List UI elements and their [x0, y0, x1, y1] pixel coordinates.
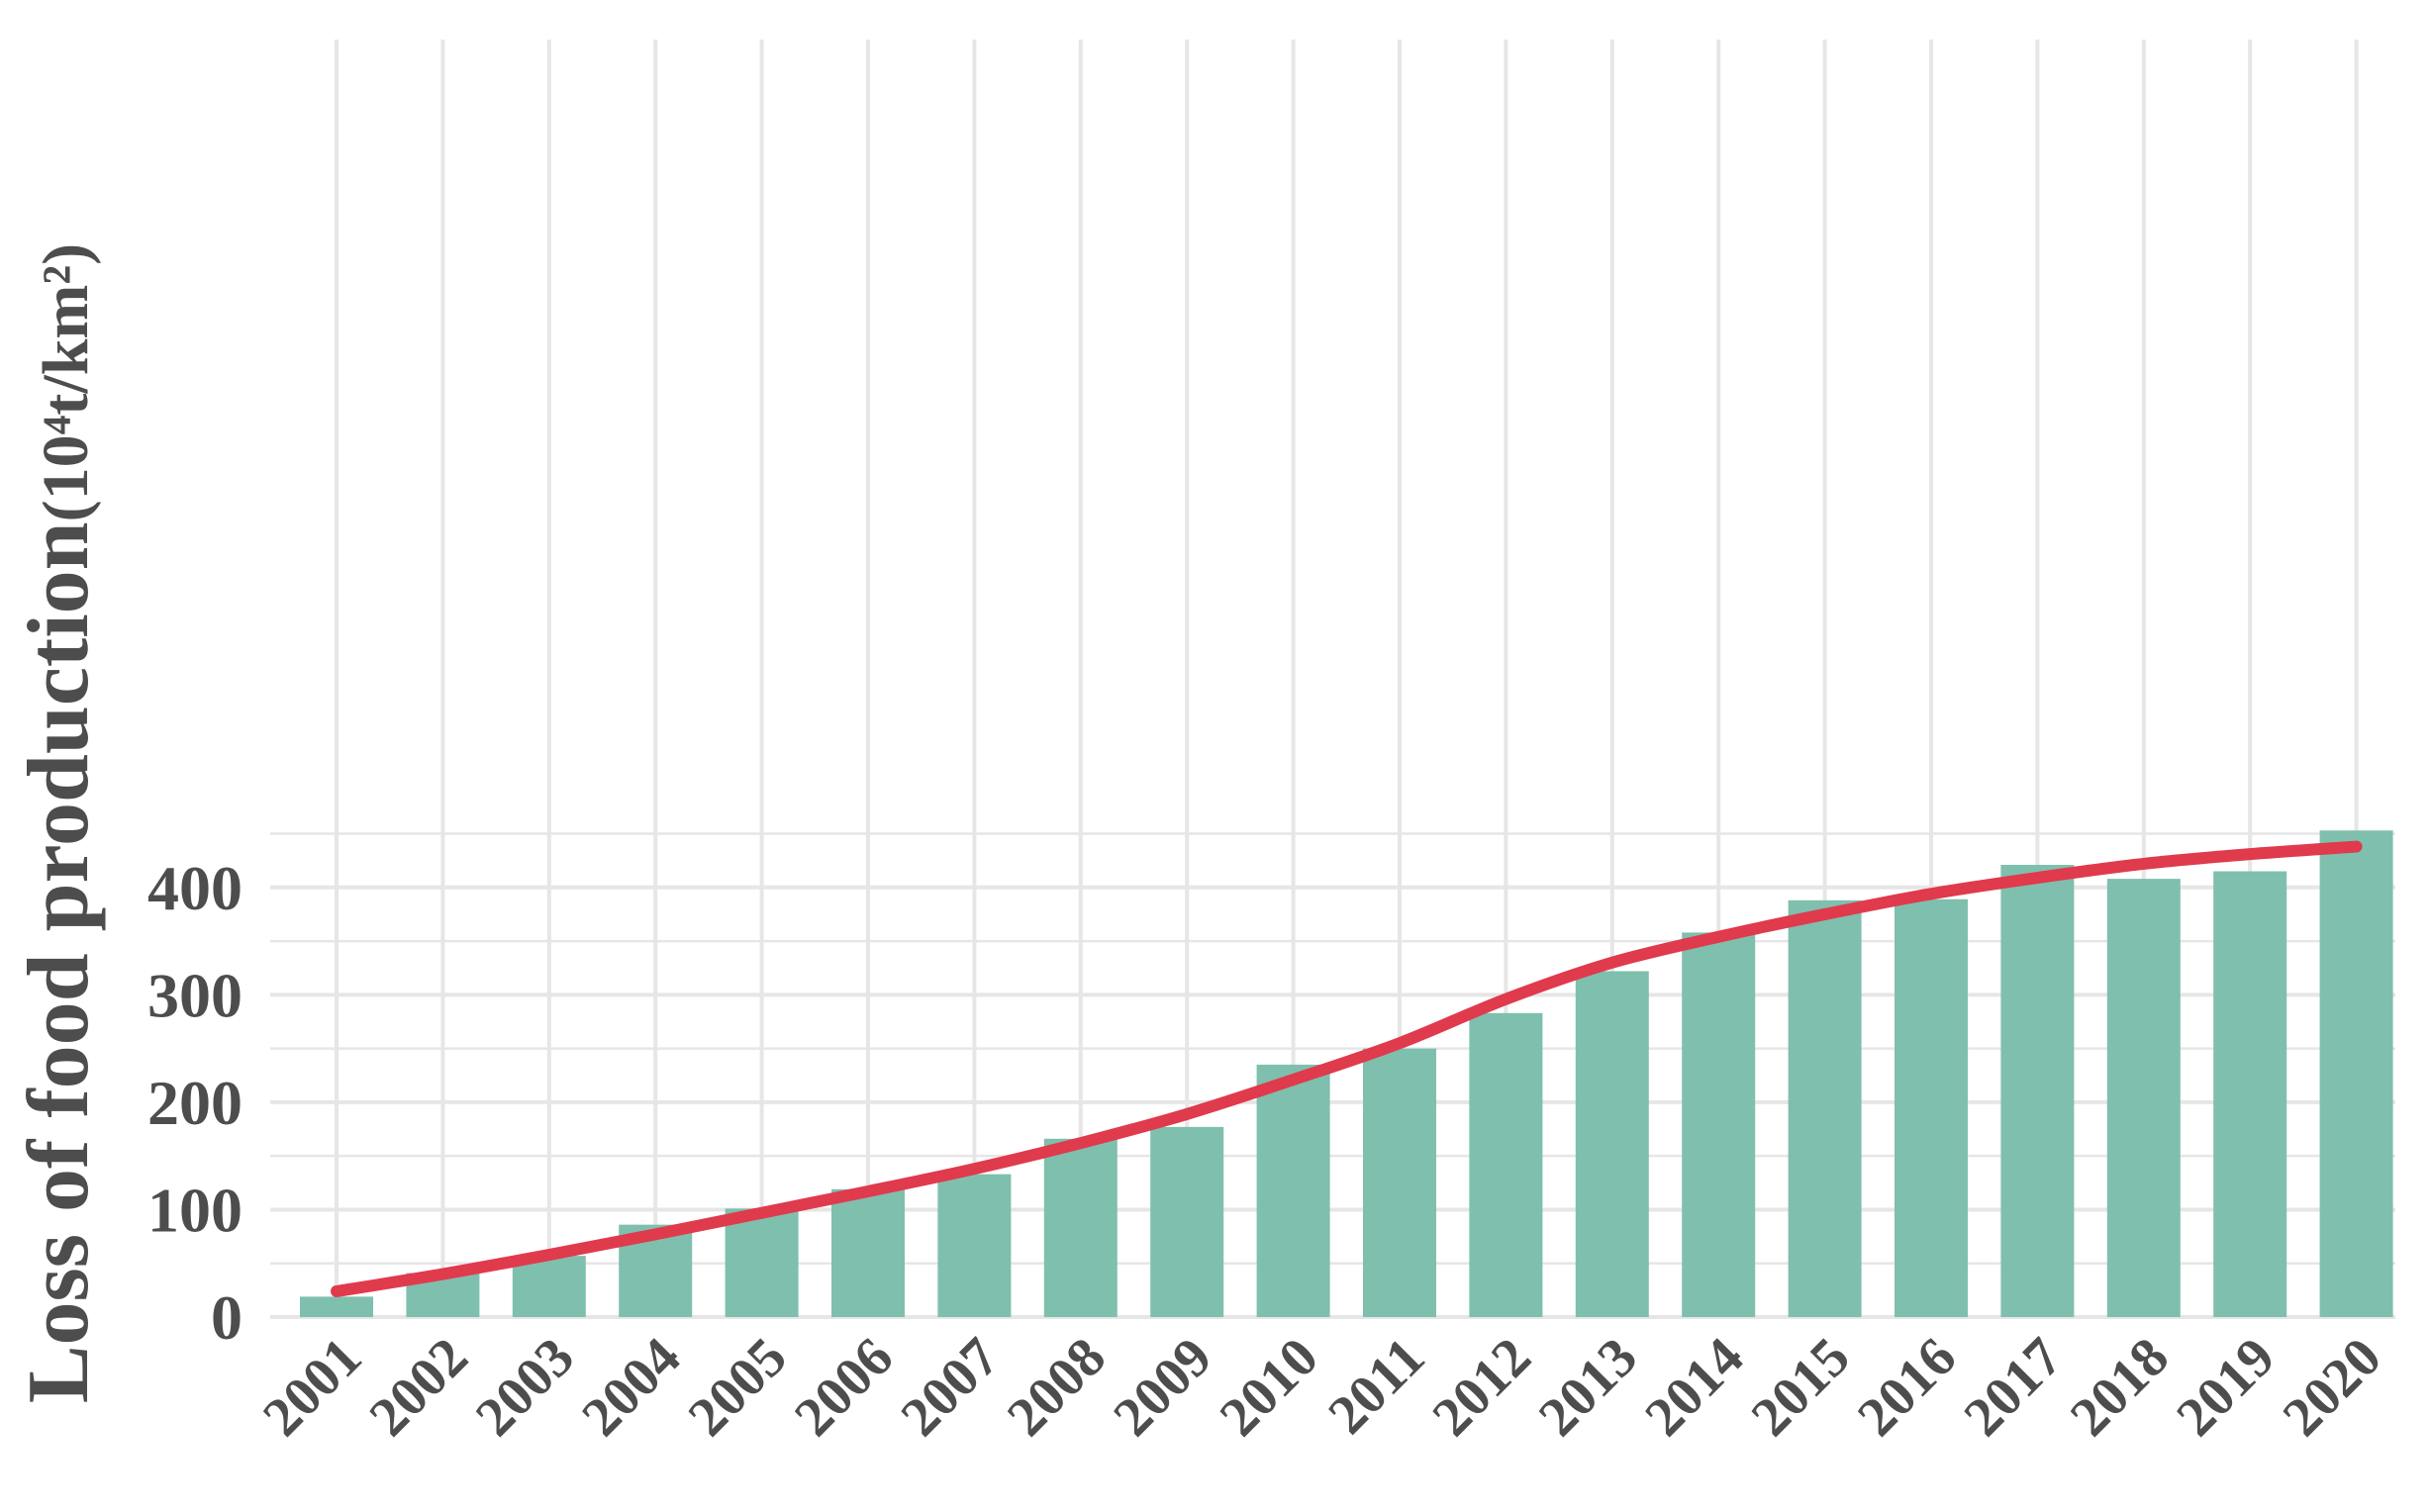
bar-2006 [831, 1188, 905, 1317]
x-tick-label: 2014 [1633, 1326, 1755, 1448]
x-tick-label: 2019 [2165, 1326, 2286, 1448]
x-tick-label: 2010 [1209, 1326, 1330, 1448]
x-tick-label: 2016 [1846, 1326, 1968, 1448]
bar-2014 [1682, 932, 1756, 1317]
y-axis-ticks: 0 100 200 300 400 [147, 853, 243, 1353]
y-tick-label: 0 [211, 1282, 243, 1353]
x-tick-label: 2006 [783, 1326, 905, 1448]
x-axis-ticks: 2001200220032004200520062007200820092010… [251, 1326, 2393, 1448]
x-tick-label: 2001 [251, 1326, 373, 1448]
y-tick-label: 400 [147, 853, 243, 923]
bar-2011 [1363, 1048, 1436, 1317]
x-tick-label: 2015 [1740, 1326, 1862, 1448]
bar-2020 [2319, 830, 2393, 1317]
bar-2015 [1788, 899, 1862, 1317]
bar-2009 [1150, 1126, 1224, 1317]
x-tick-label: 2004 [570, 1326, 692, 1448]
bar-2012 [1469, 1012, 1543, 1317]
x-tick-label: 2011 [1316, 1326, 1436, 1446]
x-tick-label: 2002 [358, 1326, 480, 1448]
bar-2007 [937, 1174, 1012, 1317]
bar-2013 [1575, 971, 1649, 1317]
x-tick-label: 2012 [1421, 1326, 1543, 1448]
x-tick-label: 2008 [996, 1326, 1118, 1448]
x-tick-label: 2020 [2272, 1326, 2393, 1448]
y-tick-label: 300 [147, 960, 243, 1030]
bar-2019 [2213, 871, 2287, 1317]
y-axis-title: Loss of food production(10⁴t/km²) [11, 243, 107, 1403]
grid [270, 40, 2395, 1319]
x-tick-label: 2013 [1527, 1326, 1649, 1448]
y-tick-label: 100 [147, 1175, 243, 1245]
y-tick-label: 200 [147, 1068, 243, 1138]
y-axis-title-main: Loss of food production [11, 521, 107, 1403]
bar-2003 [512, 1256, 586, 1317]
bar-2001 [300, 1296, 373, 1317]
x-tick-label: 2003 [464, 1326, 586, 1448]
x-tick-label: 2007 [890, 1326, 1012, 1448]
bar-2008 [1043, 1138, 1118, 1317]
bar-2018 [2106, 879, 2181, 1317]
x-tick-label: 2018 [2059, 1326, 2181, 1448]
x-tick-label: 2005 [677, 1326, 799, 1448]
trend-line [331, 840, 2363, 1297]
bar-2010 [1256, 1064, 1330, 1317]
x-tick-label: 2009 [1102, 1326, 1223, 1448]
x-tick-label: 2017 [1953, 1326, 2075, 1448]
bar-2016 [1895, 898, 1968, 1317]
y-axis-title-unit: (10⁴t/km²) [30, 243, 102, 522]
bar-2005 [725, 1208, 799, 1317]
bar-2017 [2000, 865, 2075, 1317]
